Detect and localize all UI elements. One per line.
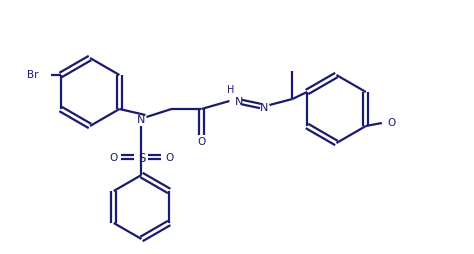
Text: O: O <box>197 136 206 146</box>
Text: O: O <box>165 152 173 162</box>
Text: O: O <box>109 152 118 162</box>
Text: N: N <box>260 103 269 113</box>
Text: S: S <box>138 151 145 164</box>
Text: Br: Br <box>27 70 38 80</box>
Text: N: N <box>235 97 243 107</box>
Text: H: H <box>227 85 234 95</box>
Text: O: O <box>387 118 395 128</box>
Text: N: N <box>137 115 146 124</box>
